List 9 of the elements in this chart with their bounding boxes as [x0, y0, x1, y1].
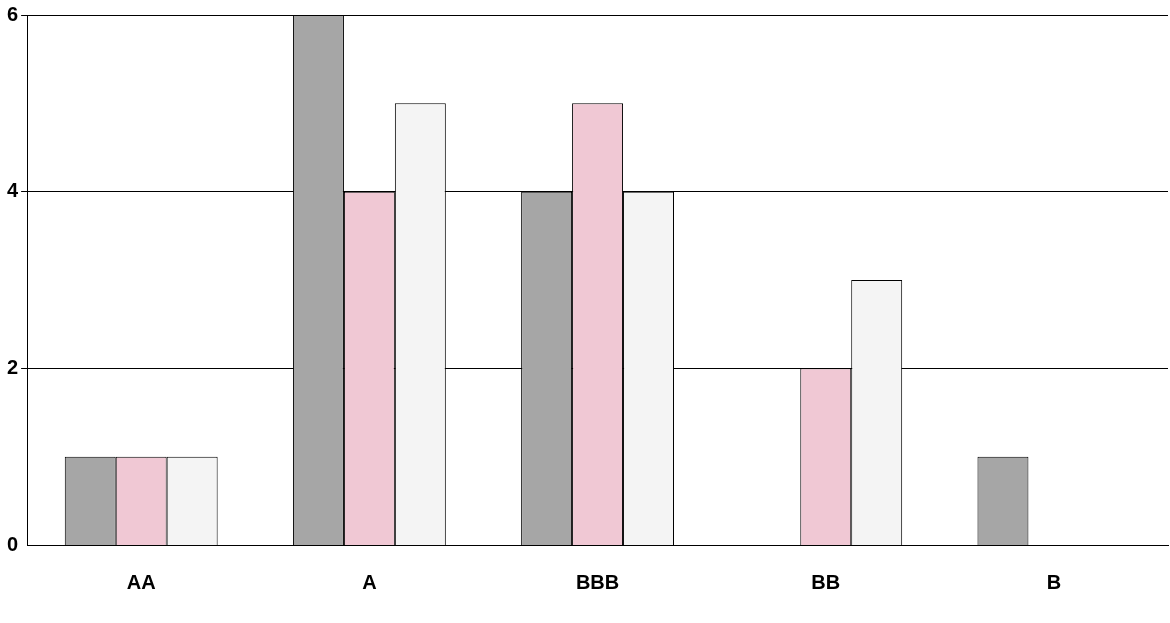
x-tick-label: AA — [126, 570, 156, 593]
x-tick-label: BB — [811, 570, 841, 593]
x-tick-label: A — [362, 570, 377, 593]
y-tick-label: 0 — [7, 532, 19, 555]
y-tick-label: 4 — [7, 179, 19, 202]
y-tick-label: 2 — [7, 355, 19, 378]
x-tick-label: BBB — [575, 570, 620, 593]
x-tick-label: B — [1046, 570, 1062, 593]
y-tick-label: 6 — [7, 2, 19, 25]
